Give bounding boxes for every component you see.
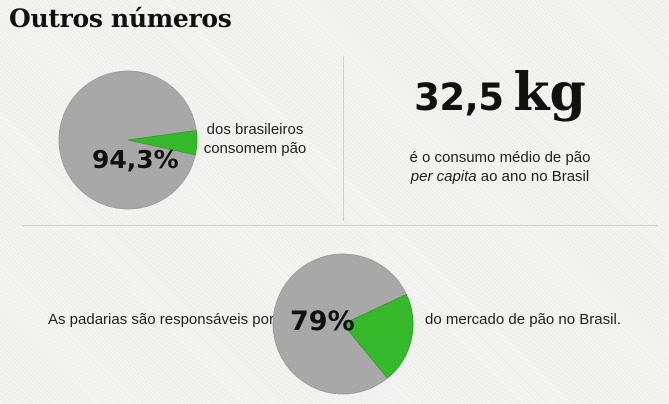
per-capita-description: é o consumo médio de pão per capita ao a… — [380, 148, 620, 186]
pie-slice-base — [272, 253, 407, 395]
italic-term: per capita — [410, 168, 477, 185]
description-line: per capita ao ano no Brasil — [380, 167, 620, 186]
per-capita-unit: kg — [513, 62, 586, 123]
pie-slice-highlight — [127, 129, 198, 156]
pie-value-label: 94,3% — [92, 145, 179, 174]
vertical-divider — [343, 56, 344, 221]
pie-chart-bread-consumers — [58, 70, 198, 210]
description-line: é o consumo médio de pão — [409, 149, 591, 166]
horizontal-divider — [22, 225, 658, 226]
pie-value-label: 79% — [290, 306, 355, 337]
bakeries-suffix: do mercado de pão no Brasil. — [425, 311, 621, 328]
bread-consumers-description: dos brasileiros consomem pão — [195, 120, 315, 158]
description-text: ao ano no Brasil — [476, 168, 590, 185]
description-line: dos brasileiros — [206, 121, 304, 138]
page-title: Outros números — [9, 4, 232, 33]
pie-slice-highlight — [342, 293, 414, 379]
pie-chart-bakeries — [272, 253, 414, 395]
pie-slice-base — [58, 70, 197, 210]
per-capita-value: 32,5 kg — [390, 62, 610, 123]
description-line: consomem pão — [203, 140, 307, 157]
per-capita-number: 32,5 — [414, 76, 504, 119]
bakeries-prefix: As padarias são responsáveis por — [48, 311, 274, 328]
